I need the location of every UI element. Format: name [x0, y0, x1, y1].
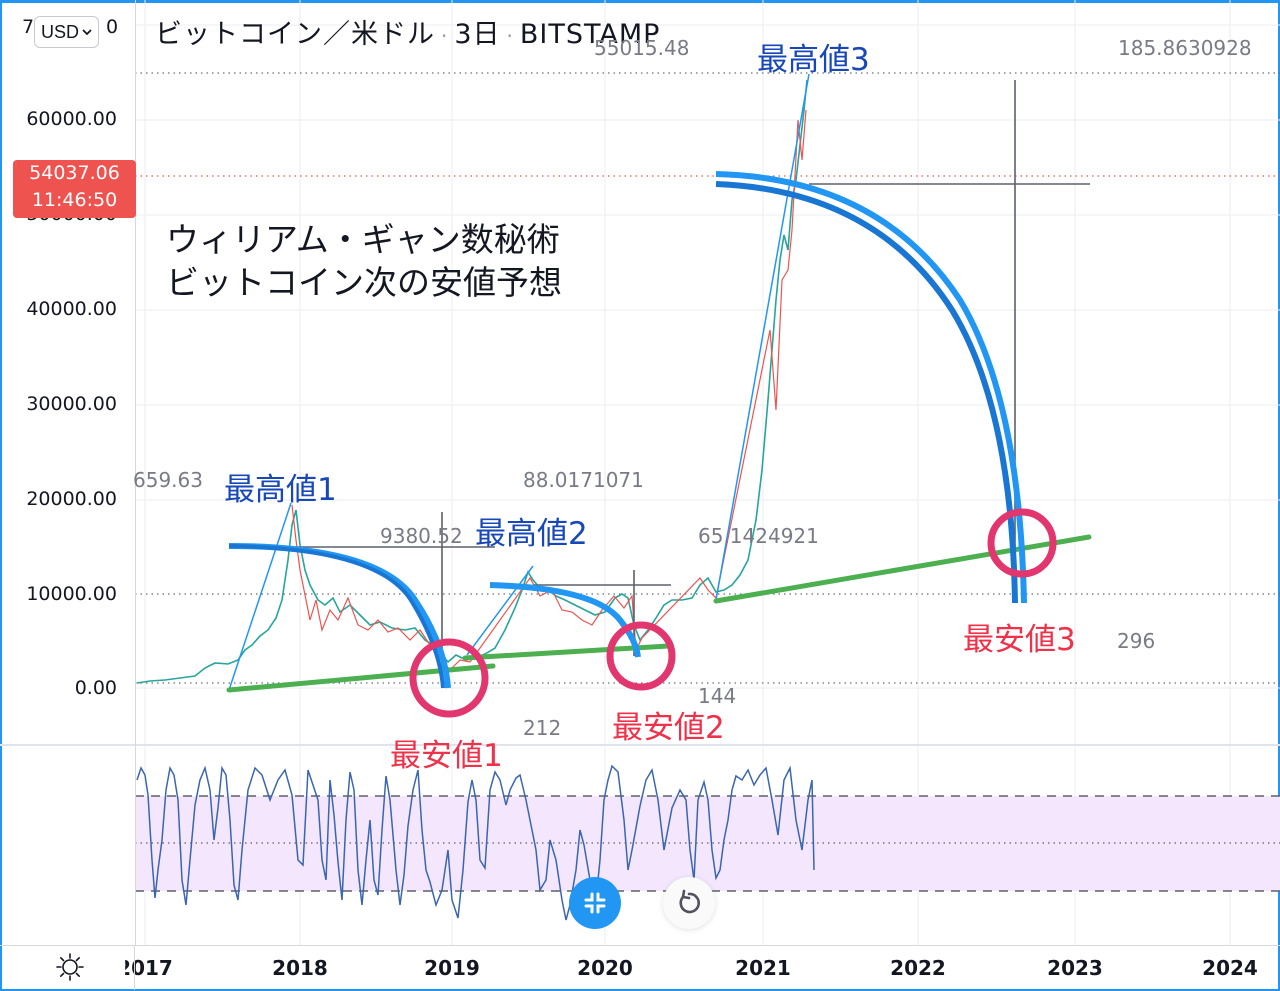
fan3-price-label: 55015.48 [594, 36, 690, 60]
fib-levels [135, 72, 1280, 684]
fan3-left-ratio-label: 65.1424921 [698, 524, 819, 548]
overlay-note-line2: ビットコイン次の安値予想 [166, 263, 562, 302]
y-tick-60000: 60000.00 [26, 108, 117, 130]
y-tick-20000: 20000.00 [26, 488, 117, 510]
currency-label: USD [41, 21, 80, 42]
axis-corner [0, 945, 135, 990]
interval-label: 3日 [454, 19, 501, 50]
reset-chart-button[interactable] [663, 877, 715, 929]
fan3-ratio-label: 185.8630928 [1118, 36, 1252, 60]
fan2-ratio-label: 88.0171071 [523, 468, 644, 492]
title-separator: · [441, 24, 449, 48]
overlay-note: ウィリアム・ギャン数秘術 ビットコイン次の安値予想 [166, 218, 562, 304]
price-series-up [136, 79, 808, 684]
gann-rise-lines [228, 73, 810, 691]
gann-arcs [228, 171, 1027, 689]
x-tick-2022: 2022 [890, 956, 946, 980]
current-price-tag: 54037.06 11:46:50 [13, 160, 136, 218]
y-tick-0: 0.00 [74, 677, 117, 699]
pane-separator[interactable] [0, 744, 1280, 746]
fan1-target-label: 9380.52 [380, 524, 463, 548]
price-axis[interactable]: 60000.00 50000.00 40000.00 30000.00 2000… [0, 0, 136, 945]
exchange-label: BITSTAMP [519, 19, 661, 50]
bars-count-3: 296 [1117, 629, 1156, 653]
annotation-low-1: 最安値1 [390, 738, 503, 774]
chevron-down-icon [82, 29, 92, 36]
y-tick-30000: 30000.00 [26, 393, 117, 415]
horizontal-grid [135, 24, 1280, 689]
oscillator-line [136, 764, 815, 921]
annotation-high-3: 最高値3 [757, 42, 870, 78]
x-tick-2023: 2023 [1047, 956, 1103, 980]
bar-countdown: 11:46:50 [31, 189, 118, 211]
x-tick-2017: 2017 [117, 956, 173, 980]
low-circles [409, 508, 1057, 718]
y-tick-10000: 10000.00 [26, 583, 117, 605]
vertical-grid [144, 0, 1231, 945]
axis-fragment-left: 7 [22, 16, 35, 38]
annotation-high-2: 最高値2 [475, 516, 588, 552]
annotation-high-1: 最高値1 [224, 472, 337, 508]
settings-sun-icon[interactable] [55, 952, 85, 982]
y-tick-40000: 40000.00 [26, 298, 117, 320]
fullscreen-exit-button[interactable] [569, 877, 621, 929]
title-separator: · [506, 24, 514, 48]
x-tick-2019: 2019 [424, 956, 480, 980]
x-tick-2024: 2024 [1202, 956, 1258, 980]
currency-selector[interactable]: USD [34, 16, 100, 48]
symbol-title[interactable]: ビットコイン／米ドル · 3日 · BITSTAMP [155, 12, 660, 51]
axis-fragment-right: 0 [106, 16, 119, 38]
x-tick-2021: 2021 [735, 956, 791, 980]
annotation-low-3: 最安値3 [963, 622, 1076, 658]
fan1-price-label: 659.63 [133, 468, 203, 492]
collapse-icon [584, 892, 606, 914]
time-axis[interactable]: 2017 2018 2019 2020 2021 2022 2023 2024 [125, 945, 1280, 991]
bars-count-2: 144 [698, 684, 737, 708]
x-tick-2020: 2020 [577, 956, 633, 980]
x-tick-2018: 2018 [272, 956, 328, 980]
annotation-low-2: 最安値2 [612, 710, 725, 746]
symbol-name: ビットコイン／米ドル [155, 19, 435, 50]
reset-icon [679, 889, 701, 914]
overlay-note-line1: ウィリアム・ギャン数秘術 [166, 220, 560, 259]
bars-count-1: 212 [523, 716, 562, 740]
current-price-value: 54037.06 [29, 162, 120, 184]
